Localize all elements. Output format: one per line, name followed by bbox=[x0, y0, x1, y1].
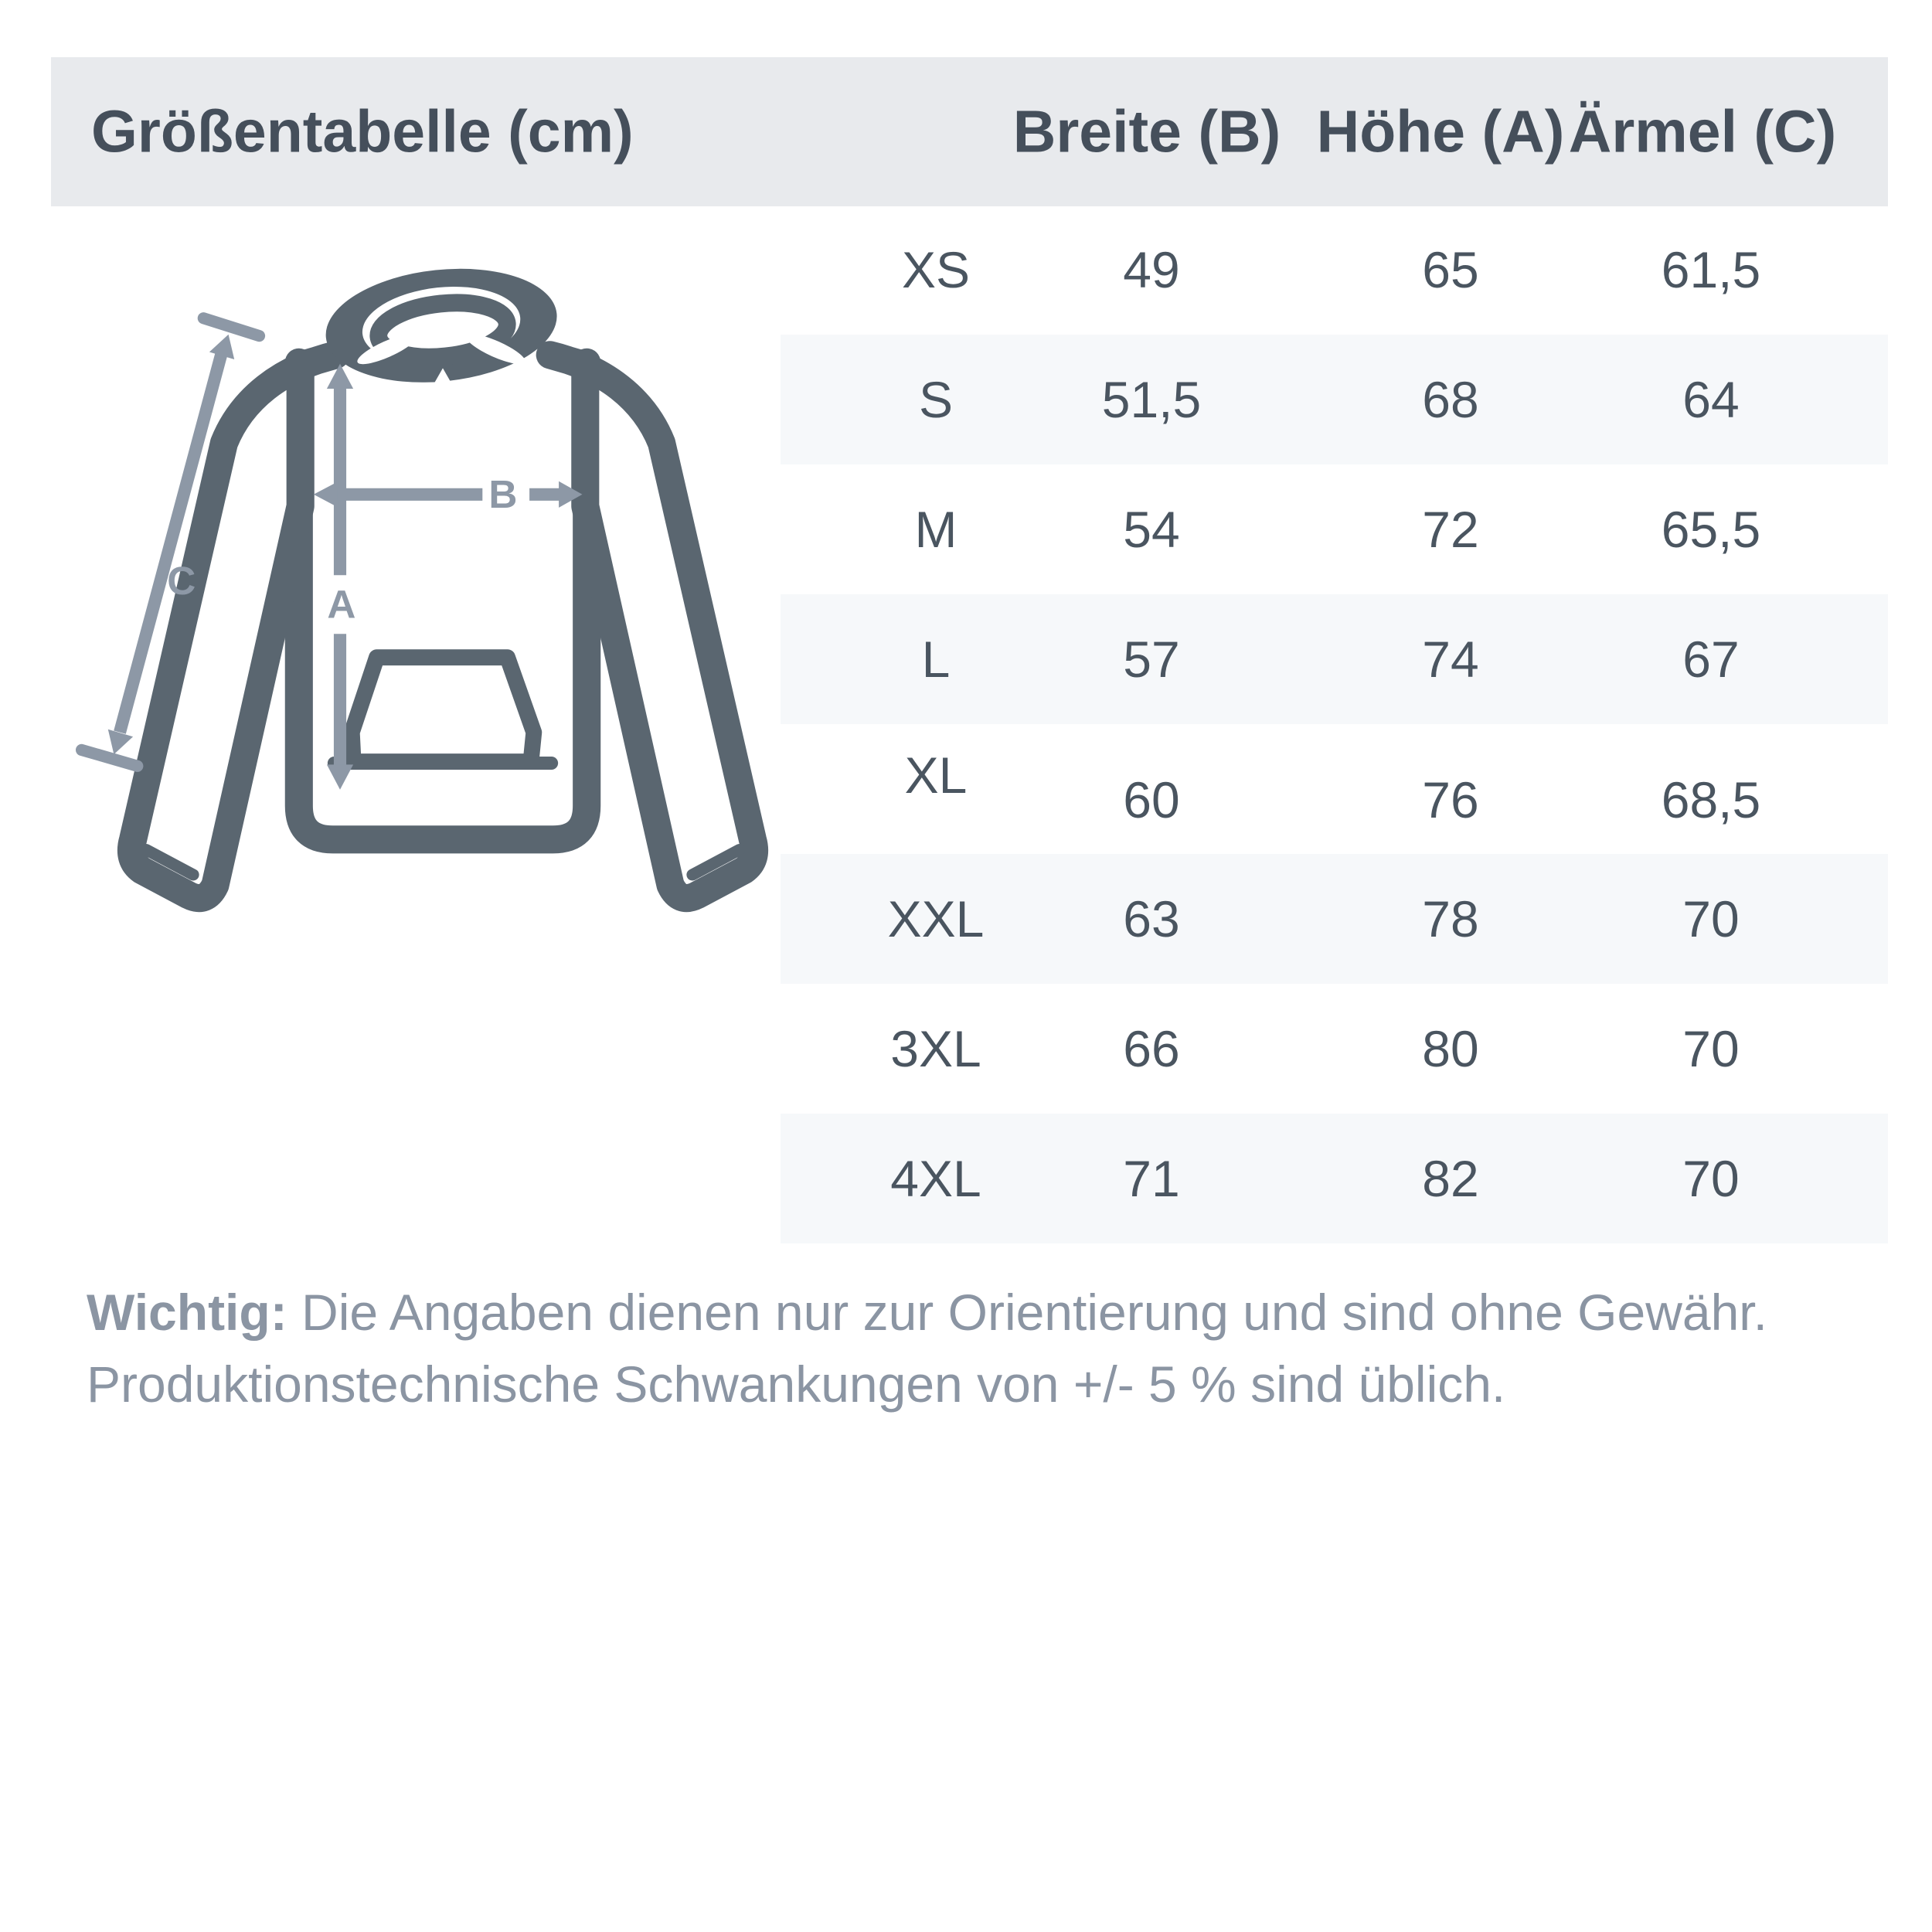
aermel-value: 70 bbox=[1682, 890, 1740, 947]
aermel-value: 65,5 bbox=[1661, 501, 1761, 558]
table-row: XL 60 76 68,5 bbox=[781, 724, 1888, 854]
hoehe-value: 76 bbox=[1422, 771, 1479, 828]
hoodie-size-diagram: A B C bbox=[76, 268, 769, 913]
breite-value: 54 bbox=[1123, 501, 1180, 558]
hoodie-hood-icon bbox=[325, 268, 557, 389]
arrow-right-icon bbox=[559, 481, 583, 508]
column-header-breite: Breite (B) bbox=[1012, 98, 1281, 165]
arrow-down-icon bbox=[326, 764, 354, 790]
hoodie-sleeve-right bbox=[536, 341, 769, 913]
size-label: XL bbox=[904, 747, 968, 804]
column-header-hoehe: Höhe (A) bbox=[1316, 98, 1565, 165]
size-label: L bbox=[921, 631, 951, 688]
aermel-value: 70 bbox=[1682, 1150, 1740, 1207]
breite-value: 60 bbox=[1123, 771, 1180, 828]
hoehe-value: 72 bbox=[1422, 501, 1479, 558]
size-label: XS bbox=[901, 241, 971, 298]
size-label: 4XL bbox=[890, 1150, 981, 1207]
table-row: 4XL 71 82 70 bbox=[781, 1114, 1888, 1243]
label-b: B bbox=[488, 472, 517, 516]
hoodie-body-outline bbox=[284, 348, 601, 854]
tick-top bbox=[197, 312, 266, 342]
size-label: S bbox=[918, 371, 954, 428]
footer-note: Wichtig: Die Angaben dienen nur zur Orie… bbox=[87, 1277, 1767, 1420]
table-header: Größentabelle (cm) Breite (B) Höhe (A) Ä… bbox=[51, 57, 1888, 206]
hoehe-value: 80 bbox=[1422, 1020, 1479, 1077]
footer-line1-text: Die Angaben dienen nur zur Orientierung … bbox=[287, 1284, 1767, 1341]
hoehe-value: 78 bbox=[1422, 890, 1479, 947]
page-title: Größentabelle (cm) bbox=[91, 98, 634, 165]
size-label: XXL bbox=[887, 890, 985, 947]
arrow-line bbox=[114, 353, 227, 734]
breite-value: 71 bbox=[1123, 1150, 1180, 1207]
hoehe-value: 65 bbox=[1422, 241, 1479, 298]
hoodie-cuff-line-right bbox=[686, 844, 746, 881]
column-header-aermel: Ärmel (C) bbox=[1568, 98, 1837, 165]
aermel-value: 68,5 bbox=[1661, 771, 1761, 828]
height-arrow-a: A bbox=[326, 363, 355, 790]
aermel-value: 67 bbox=[1682, 631, 1740, 688]
breite-value: 49 bbox=[1123, 241, 1180, 298]
breite-value: 63 bbox=[1123, 890, 1180, 947]
footer-line-1: Wichtig: Die Angaben dienen nur zur Orie… bbox=[87, 1277, 1767, 1349]
table-row: XXL 63 78 70 bbox=[781, 854, 1888, 984]
size-table-rows: XS 49 65 61,5 S 51,5 68 64 M 54 72 65,5 … bbox=[781, 205, 1888, 1243]
tick-bottom bbox=[76, 743, 144, 772]
hood-fold-left bbox=[357, 334, 417, 365]
hood-fold-right bbox=[465, 334, 526, 365]
size-label: M bbox=[914, 501, 957, 558]
hoehe-value: 68 bbox=[1422, 371, 1479, 428]
table-row: XS 49 65 61,5 bbox=[781, 205, 1888, 335]
table-row: L 57 74 67 bbox=[781, 594, 1888, 724]
breite-value: 51,5 bbox=[1101, 371, 1202, 428]
aermel-value: 64 bbox=[1682, 371, 1740, 428]
hoehe-value: 74 bbox=[1422, 631, 1479, 688]
footer-line-2: Produktionstechnische Schwankungen von +… bbox=[87, 1355, 1506, 1413]
hood-inner-rim bbox=[369, 294, 516, 366]
arrow-left-icon bbox=[313, 481, 339, 508]
label-a: A bbox=[327, 582, 355, 626]
table-row: S 51,5 68 64 bbox=[781, 335, 1888, 464]
arrow-up-right-icon bbox=[209, 334, 235, 359]
aermel-value: 61,5 bbox=[1661, 241, 1761, 298]
arrow-up-icon bbox=[326, 363, 354, 389]
arrow-down-left-icon bbox=[107, 729, 134, 755]
size-label: 3XL bbox=[890, 1020, 981, 1077]
hoodie-cuff-line-left bbox=[140, 844, 199, 881]
sleeve-arrow-c: C bbox=[76, 312, 266, 772]
hood-neck-notch bbox=[430, 368, 455, 389]
label-c: C bbox=[167, 559, 196, 603]
hoodie-pocket bbox=[343, 649, 543, 770]
table-row: M 54 72 65,5 bbox=[781, 464, 1888, 594]
breite-value: 66 bbox=[1123, 1020, 1180, 1077]
width-arrow-b: B bbox=[313, 472, 583, 516]
hoehe-value: 82 bbox=[1422, 1150, 1479, 1207]
footer-bold-label: Wichtig: bbox=[87, 1284, 287, 1341]
table-row: 3XL 66 80 70 bbox=[781, 984, 1888, 1114]
breite-value: 57 bbox=[1123, 631, 1180, 688]
hoodie-sleeve-left bbox=[117, 341, 350, 913]
aermel-value: 70 bbox=[1682, 1020, 1740, 1077]
